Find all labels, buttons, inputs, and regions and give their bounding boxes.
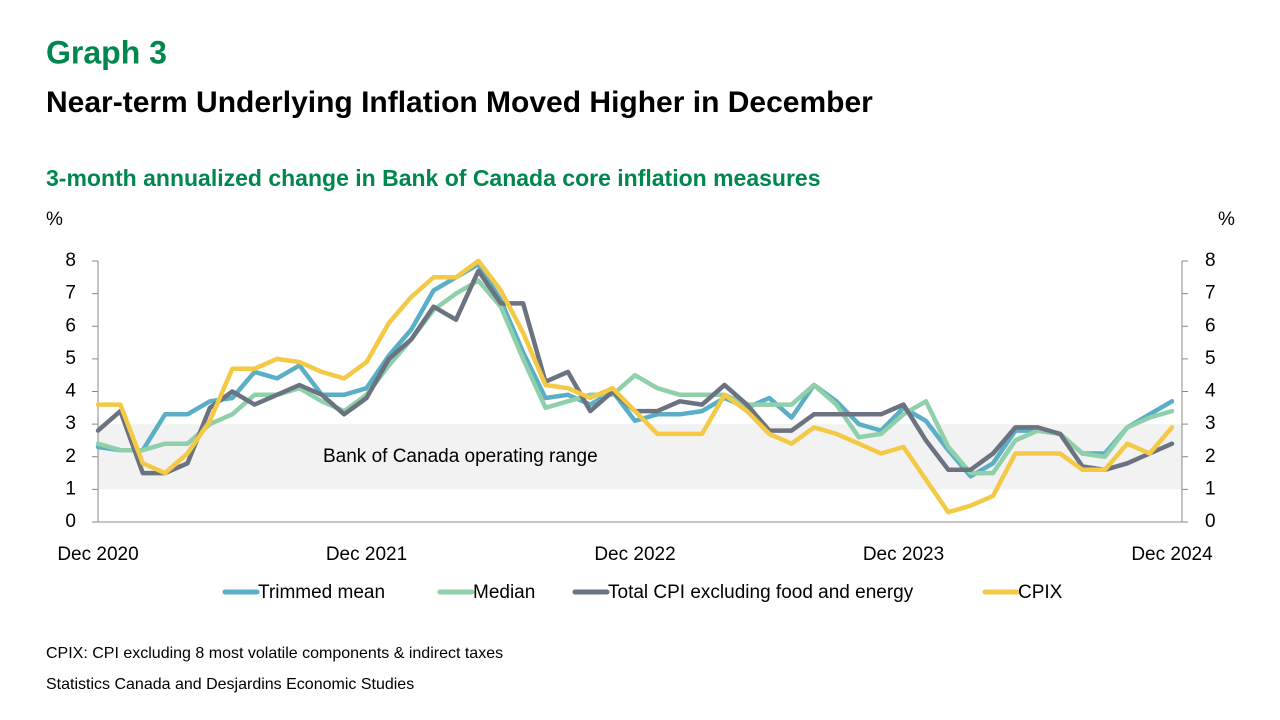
y2-tick-label: 5 [1205,348,1216,369]
operating-range-band [98,424,1182,490]
x-tick-label: Dec 2020 [57,544,138,565]
y-tick-label: 1 [65,478,76,499]
series-line [95,262,1175,479]
y2-tick-label: 7 [1205,283,1216,304]
y-tick-label: 8 [65,250,76,271]
y2-tick-label: 4 [1205,381,1216,402]
footnote: Statistics Canada and Desjardins Economi… [46,676,414,693]
footnote: CPIX: CPI excluding 8 most volatile comp… [46,645,503,662]
y2-tick-label: 8 [1205,250,1216,271]
y2-tick-label: 1 [1205,478,1216,499]
y-tick-label: 3 [65,413,76,434]
y-tick-label: 5 [65,348,76,369]
y-tick-label: 0 [65,511,76,532]
legend-label: Median [473,582,535,603]
x-tick-label: Dec 2021 [326,544,407,565]
y2-tick-label: 2 [1205,446,1216,467]
y-tick-label: 2 [65,446,76,467]
x-tick-label: Dec 2024 [1131,544,1213,565]
y2-tick-label: 3 [1205,413,1216,434]
legend-label: CPIX [1018,582,1063,603]
y-tick-label: 4 [65,381,76,402]
y2-tick-label: 0 [1205,511,1216,532]
chart-title: Near-term Underlying Inflation Moved Hig… [46,86,873,119]
y-tick-label: 7 [65,283,76,304]
y2-axis-label: % [1218,209,1235,230]
x-tick-label: Dec 2023 [863,544,944,565]
chart-subtitle: 3-month annualized change in Bank of Can… [46,165,821,191]
y-axis-label: % [46,209,63,230]
y-tick-label: 6 [65,315,76,336]
series-line [95,258,1175,515]
legend-label: Total CPI excluding food and energy [608,582,914,603]
legend-label: Trimmed mean [258,582,385,603]
y2-tick-label: 6 [1205,315,1216,336]
graph-label: Graph 3 [46,34,167,70]
x-tick-label: Dec 2022 [594,544,675,565]
annotation: Bank of Canada operating range [323,446,598,467]
